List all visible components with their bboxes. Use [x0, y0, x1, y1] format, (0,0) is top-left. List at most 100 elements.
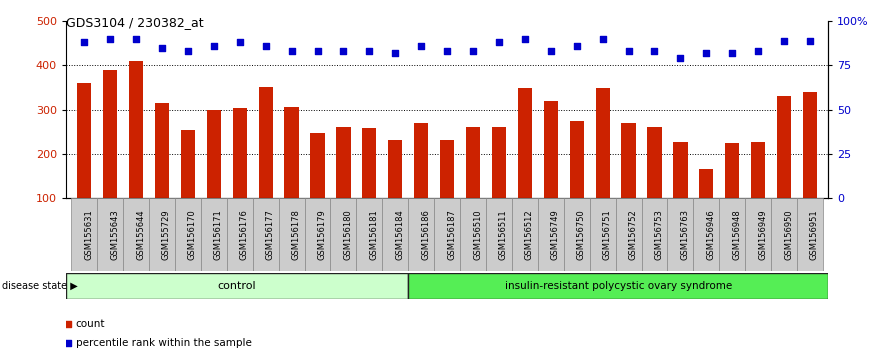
- Text: GSM156184: GSM156184: [396, 209, 404, 260]
- Text: GSM156948: GSM156948: [732, 209, 741, 260]
- Bar: [544, 101, 558, 198]
- Point: [440, 48, 455, 54]
- Text: GSM156763: GSM156763: [680, 209, 690, 260]
- Bar: [745, 198, 771, 271]
- Point: [285, 48, 299, 54]
- Text: GSM156950: GSM156950: [784, 209, 793, 260]
- Text: GSM156180: GSM156180: [344, 209, 352, 260]
- Point: [803, 38, 817, 44]
- Text: GSM156750: GSM156750: [577, 209, 586, 260]
- Bar: [97, 198, 123, 271]
- Text: GSM156752: GSM156752: [628, 209, 638, 260]
- Point: [310, 48, 324, 54]
- Point: [492, 40, 506, 45]
- Bar: [564, 198, 589, 271]
- Bar: [512, 198, 537, 271]
- Bar: [719, 198, 745, 271]
- Bar: [668, 198, 693, 271]
- Bar: [357, 198, 382, 271]
- Point: [518, 36, 532, 42]
- Point: [648, 48, 662, 54]
- Bar: [305, 198, 330, 271]
- Point: [777, 38, 791, 44]
- Bar: [78, 83, 92, 198]
- Point: [414, 43, 428, 49]
- Bar: [466, 127, 480, 198]
- Point: [300, 266, 314, 271]
- Point: [337, 48, 351, 54]
- Bar: [673, 142, 687, 198]
- Bar: [285, 107, 299, 198]
- Text: GSM156949: GSM156949: [759, 209, 767, 260]
- Bar: [434, 198, 460, 271]
- Bar: [201, 198, 226, 271]
- Text: GDS3104 / 230382_at: GDS3104 / 230382_at: [66, 16, 204, 29]
- Point: [129, 36, 143, 42]
- Bar: [492, 127, 506, 198]
- Bar: [537, 198, 564, 271]
- Bar: [123, 198, 149, 271]
- Bar: [700, 170, 714, 198]
- Text: GSM156512: GSM156512: [525, 209, 534, 260]
- Text: GSM156186: GSM156186: [421, 209, 430, 260]
- Point: [78, 40, 92, 45]
- Text: count: count: [76, 319, 105, 329]
- Bar: [389, 140, 403, 198]
- Point: [207, 43, 221, 49]
- Point: [233, 40, 247, 45]
- Point: [725, 50, 739, 56]
- Text: GSM156749: GSM156749: [551, 209, 559, 260]
- Point: [700, 50, 714, 56]
- Text: GSM156170: GSM156170: [188, 209, 196, 260]
- Bar: [771, 198, 797, 271]
- Text: GSM156178: GSM156178: [292, 209, 300, 260]
- Point: [751, 48, 766, 54]
- Bar: [207, 110, 221, 198]
- Text: GSM156511: GSM156511: [499, 209, 508, 260]
- Bar: [589, 198, 616, 271]
- Text: GSM155729: GSM155729: [162, 209, 171, 260]
- Bar: [414, 123, 428, 198]
- Point: [466, 48, 480, 54]
- Text: GSM156751: GSM156751: [603, 209, 611, 260]
- Text: disease state ▶: disease state ▶: [2, 281, 78, 291]
- Point: [544, 48, 558, 54]
- Bar: [486, 198, 512, 271]
- Text: GSM156171: GSM156171: [214, 209, 223, 260]
- Bar: [803, 92, 817, 198]
- Text: GSM155631: GSM155631: [85, 209, 93, 260]
- Text: GSM155644: GSM155644: [136, 209, 145, 260]
- Bar: [66, 273, 408, 299]
- Point: [155, 45, 169, 51]
- Bar: [310, 133, 324, 198]
- Bar: [337, 127, 351, 198]
- Bar: [226, 198, 253, 271]
- Bar: [253, 198, 278, 271]
- Text: percentile rank within the sample: percentile rank within the sample: [76, 338, 252, 348]
- Point: [181, 48, 195, 54]
- Bar: [408, 273, 828, 299]
- Text: GSM156179: GSM156179: [317, 209, 327, 260]
- Text: GSM156176: GSM156176: [240, 209, 248, 260]
- Bar: [278, 198, 305, 271]
- Text: insulin-resistant polycystic ovary syndrome: insulin-resistant polycystic ovary syndr…: [505, 281, 732, 291]
- Bar: [362, 128, 376, 198]
- Bar: [725, 143, 739, 198]
- Text: GSM156181: GSM156181: [369, 209, 378, 260]
- Bar: [233, 108, 247, 198]
- Bar: [751, 142, 766, 198]
- Bar: [693, 198, 719, 271]
- Bar: [382, 198, 408, 271]
- Bar: [621, 123, 636, 198]
- Bar: [103, 70, 117, 198]
- Text: GSM156951: GSM156951: [810, 209, 819, 260]
- Text: GSM156510: GSM156510: [473, 209, 482, 260]
- Bar: [616, 198, 641, 271]
- Point: [103, 36, 117, 42]
- Bar: [129, 61, 144, 198]
- Bar: [440, 140, 455, 198]
- Text: GSM156187: GSM156187: [447, 209, 456, 260]
- Bar: [408, 198, 434, 271]
- Point: [259, 43, 273, 49]
- Bar: [648, 127, 662, 198]
